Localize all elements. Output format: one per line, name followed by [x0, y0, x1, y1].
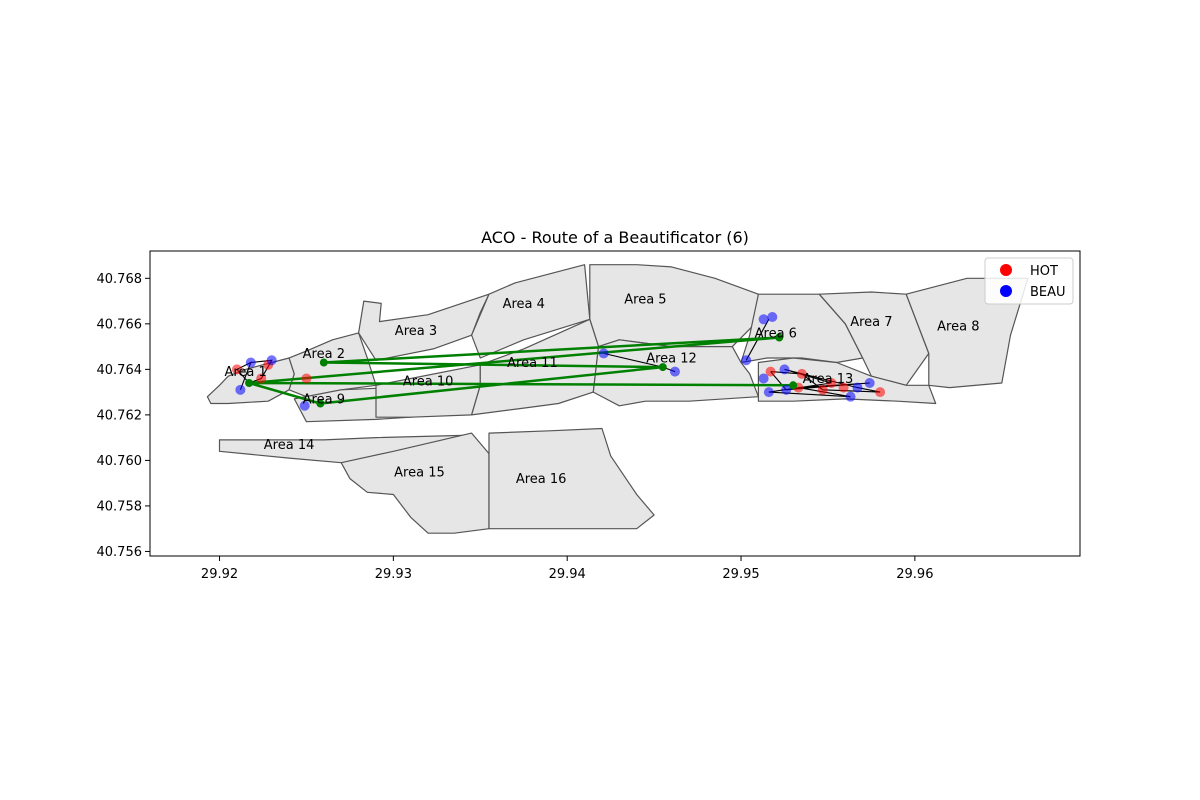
axes-frame: [149, 250, 1081, 557]
beau-point-7: [741, 355, 752, 366]
legend: HOT BEAU: [984, 257, 1074, 305]
hot-point-6: [796, 368, 807, 379]
area-labels-layer: Area 1 Area 2 Area 3 Area 4 Area 5 Area 6 Area…: [224, 292, 979, 487]
area-label-7: Area 7: [850, 315, 892, 330]
beau-point-13: [781, 384, 792, 395]
y-tick-label-4: 40.762: [97, 408, 143, 423]
area-polygon-15: [340, 432, 490, 534]
beau-point-1: [235, 384, 246, 395]
hot-point-9: [826, 378, 837, 389]
route-point-4: [658, 363, 667, 372]
area-label-10: Area 10: [403, 374, 454, 389]
beau-point-15: [852, 382, 863, 393]
route-point-3: [319, 358, 328, 367]
x-tick-label-3: 29.94: [549, 567, 586, 582]
hot-point-8: [817, 384, 828, 395]
area-label-5: Area 5: [624, 292, 666, 307]
beau-point-14: [845, 391, 856, 402]
area-label-12: Area 12: [646, 352, 697, 367]
route-point-1: [245, 379, 254, 388]
y-axis: 40.756 40.758 40.760 40.762 40.764 40.766 40.7…: [97, 272, 150, 560]
beau-point-10: [758, 373, 769, 384]
beau-point-11: [763, 387, 774, 398]
y-tick-label-2: 40.758: [97, 499, 143, 514]
x-axis: 29.92 29.93 29.94 29.95 29.96: [201, 556, 933, 582]
legend-hot-label: HOT: [1030, 264, 1058, 279]
y-tick-label-1: 40.756: [97, 545, 143, 560]
hot-point-10: [875, 387, 886, 398]
hot-point-1: [231, 364, 242, 375]
area-label-15: Area 15: [394, 465, 445, 480]
beau-point-5: [598, 348, 609, 359]
area-polygon-11: [471, 318, 600, 416]
area-label-14: Area 14: [264, 438, 315, 453]
beau-point-9: [767, 312, 778, 323]
hot-point-2: [256, 373, 267, 384]
area-polygon-16: [488, 427, 655, 530]
hot-point-4: [301, 373, 312, 384]
beau-point-2: [245, 357, 256, 368]
hot-point-5: [765, 366, 776, 377]
legend-beau-label: BEAU: [1030, 285, 1066, 300]
chart-title: ACO - Route of a Beautificator (6): [481, 228, 749, 247]
area-label-4: Area 4: [503, 297, 545, 312]
y-tick-label-5: 40.764: [97, 363, 143, 378]
x-tick-label-1: 29.92: [201, 567, 238, 582]
legend-beau-marker: [1000, 285, 1012, 297]
route-point-5: [775, 333, 784, 342]
area-label-6: Area 6: [755, 326, 797, 341]
legend-hot-marker: [1000, 264, 1012, 276]
y-tick-label-6: 40.766: [97, 317, 143, 332]
hot-point-11: [838, 382, 849, 393]
area-polygon-7: [818, 291, 930, 386]
area-label-8: Area 8: [937, 320, 979, 335]
area-label-1: Area 1: [224, 365, 266, 380]
beau-point-6: [669, 366, 680, 377]
x-tick-label-2: 29.93: [375, 567, 412, 582]
area-label-9: Area 9: [303, 393, 345, 408]
area-label-13: Area 13: [803, 372, 854, 387]
x-tick-label-4: 29.95: [722, 567, 759, 582]
x-tick-label-5: 29.96: [896, 567, 933, 582]
area-label-16: Area 16: [516, 472, 567, 487]
beau-point-16: [864, 378, 875, 389]
route-point-2: [316, 399, 325, 408]
beau-point-12: [779, 364, 790, 375]
route-point-6: [789, 381, 798, 390]
y-tick-label-7: 40.768: [97, 272, 143, 287]
points-layer: [231, 312, 886, 411]
area-label-3: Area 3: [395, 324, 437, 339]
beau-point-8: [758, 314, 769, 325]
area-label-2: Area 2: [303, 347, 345, 362]
area-label-11: Area 11: [507, 356, 558, 371]
y-tick-label-3: 40.760: [97, 454, 143, 469]
beau-point-3: [266, 355, 277, 366]
beau-point-4: [299, 400, 310, 411]
